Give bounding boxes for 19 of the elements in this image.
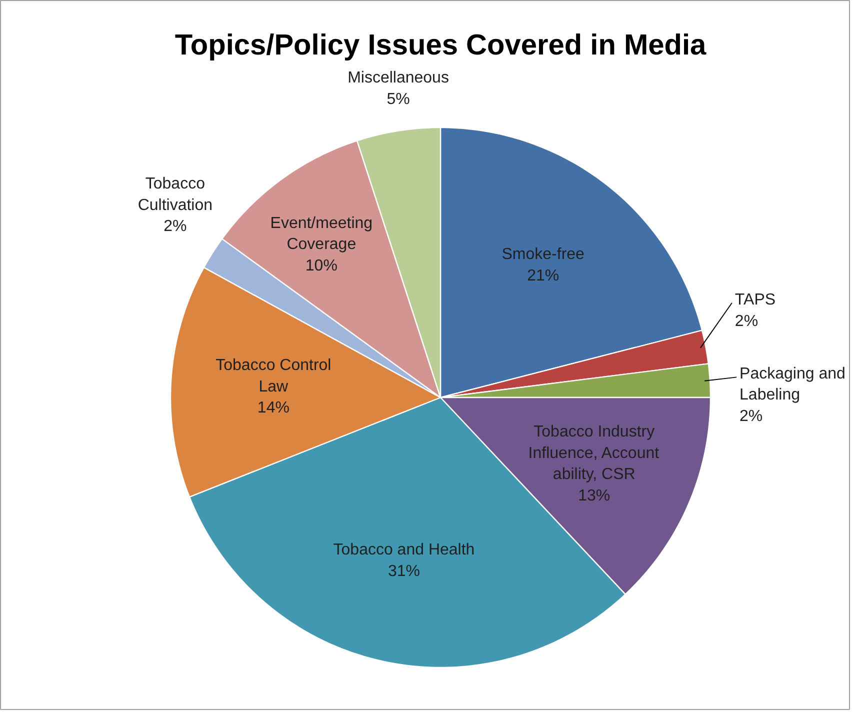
slice-label: Tobacco Cultivation [138,176,213,214]
slice-label: Tobacco Control Law [216,357,332,396]
slice-label: Smoke-free [502,246,585,264]
slice-label: Miscellaneous [348,70,449,87]
slice-label: Tobacco and Health [333,542,475,559]
data-label: 2% [734,312,758,330]
data-label: 2% [164,218,187,236]
data-label: 10% [305,257,338,274]
data-label: 14% [257,400,290,417]
slice-label: TAPS [734,292,776,309]
data-label: 5% [386,90,410,108]
data-label: 13% [578,487,610,504]
data-label: 31% [388,562,420,580]
slice-label: Packaging and Labeling [740,365,846,404]
data-label: 21% [527,267,560,284]
slice-label: Event/meeting Coverage [270,214,373,254]
slice-label: Tobacco Industry Influence, Account ability, CSR [528,424,660,484]
data-label: 2% [740,408,763,425]
chart-title: Topics/Policy Issues Covered in Media [174,30,708,62]
